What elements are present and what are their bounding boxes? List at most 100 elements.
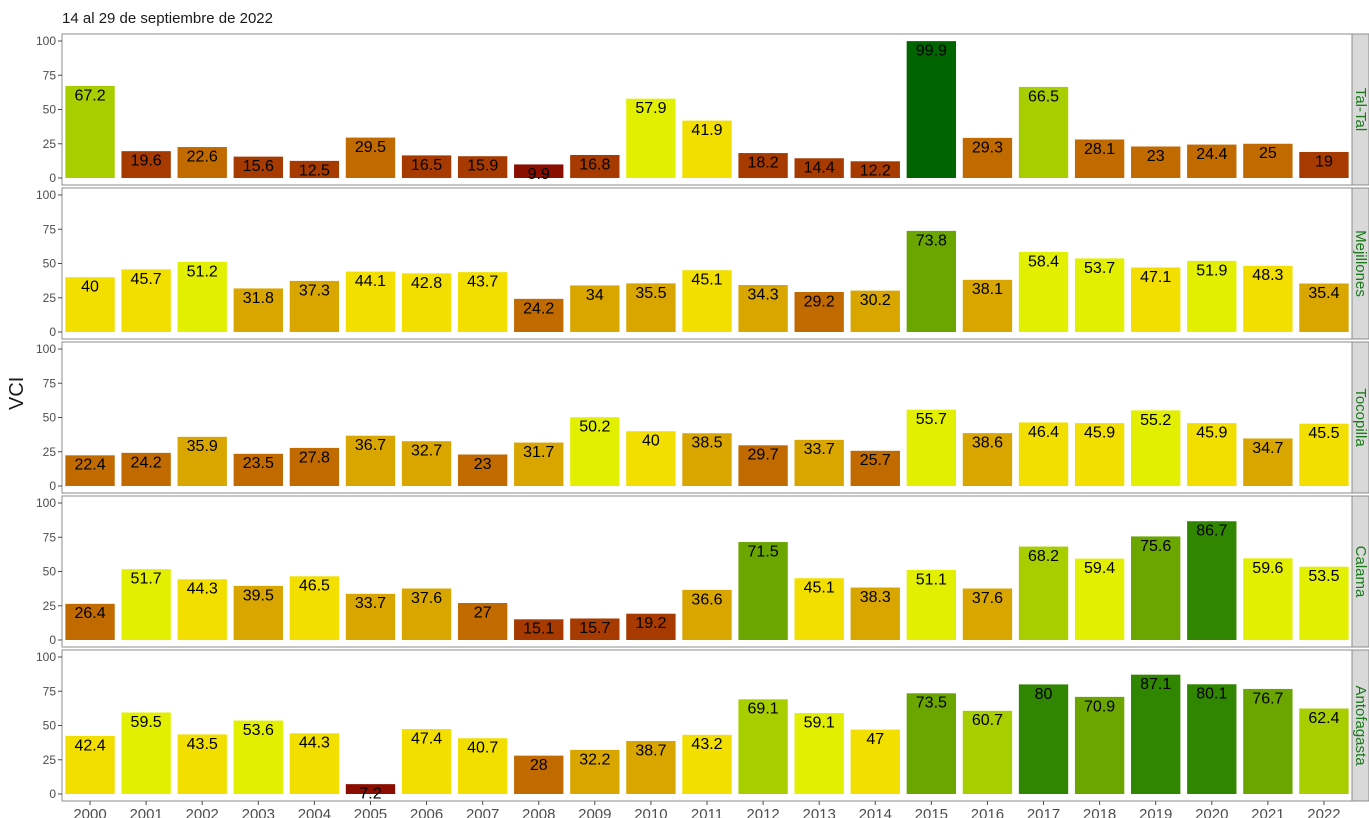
y-tick-label: 50	[43, 565, 57, 579]
y-tick-label: 0	[49, 787, 56, 801]
y-tick-label: 50	[43, 411, 57, 425]
bar-value-label: 35.9	[187, 438, 218, 455]
bar	[514, 298, 564, 332]
bar	[626, 613, 676, 640]
x-tick-label: 2009	[578, 806, 611, 818]
bar-value-label: 76.7	[1252, 690, 1283, 707]
bar-value-label: 31.8	[243, 290, 274, 307]
bar-value-label: 59.4	[1084, 560, 1115, 577]
bar	[1074, 558, 1125, 640]
bar-value-label: 59.6	[1252, 560, 1283, 577]
y-tick-label: 100	[36, 34, 56, 48]
bar	[1187, 144, 1237, 178]
bar	[962, 279, 1013, 332]
bar	[1299, 283, 1349, 332]
bar-value-label: 25	[1259, 145, 1277, 162]
y-tick-label: 100	[36, 496, 56, 510]
bar-value-label: 15.7	[579, 620, 610, 637]
bar	[570, 154, 620, 178]
bar	[1299, 566, 1349, 640]
bar	[514, 164, 564, 178]
x-tick-label: 2015	[915, 806, 948, 818]
bar	[65, 277, 115, 332]
x-tick-label: 2010	[634, 806, 667, 818]
x-tick-label: 2019	[1139, 806, 1172, 818]
bar-value-label: 26.4	[74, 605, 105, 622]
bar	[1074, 423, 1125, 486]
bar-value-label: 24.2	[523, 300, 554, 317]
bar-value-label: 86.7	[1196, 523, 1227, 540]
y-tick-label: 100	[36, 650, 56, 664]
bar-value-label: 25.7	[860, 452, 891, 469]
bar	[177, 436, 227, 486]
bar	[1018, 251, 1069, 332]
bar	[457, 272, 508, 332]
bar-value-label: 44.1	[355, 273, 386, 290]
bar-value-label: 40	[81, 279, 99, 296]
bar-value-label: 45.1	[804, 580, 835, 597]
bar	[1243, 688, 1293, 794]
bar-value-label: 47.4	[411, 730, 442, 747]
x-tick-label: 2020	[1195, 806, 1228, 818]
bar	[738, 699, 788, 794]
bar-value-label: 7.2	[359, 786, 381, 803]
y-tick-label: 50	[43, 257, 57, 271]
bar-value-label: 27.8	[299, 449, 330, 466]
facet-label: Calama	[1352, 546, 1369, 598]
bar	[121, 269, 171, 332]
bar	[401, 729, 452, 794]
facet-label: Tocopilla	[1352, 388, 1369, 447]
x-tick-label: 2003	[242, 806, 275, 818]
bar	[794, 439, 844, 486]
bar	[850, 290, 900, 332]
bar	[682, 120, 732, 178]
y-tick-label: 50	[43, 719, 57, 733]
bar	[65, 735, 115, 794]
bar	[514, 619, 564, 640]
bar	[233, 585, 283, 640]
bar	[626, 740, 676, 794]
bar	[514, 755, 564, 794]
bar-value-label: 44.3	[187, 581, 218, 598]
bar-value-label: 47	[866, 731, 884, 748]
bar	[906, 230, 957, 332]
bar-value-label: 35.4	[1308, 285, 1339, 302]
bar	[626, 98, 676, 178]
bar	[233, 453, 283, 486]
bar-value-label: 38.1	[972, 281, 1003, 298]
bar	[121, 452, 171, 486]
bar-value-label: 55.2	[1140, 412, 1171, 429]
x-tick-label: 2007	[466, 806, 499, 818]
bar-value-label: 62.4	[1308, 710, 1339, 727]
x-tick-label: 2000	[73, 806, 106, 818]
bar-value-label: 43.2	[691, 736, 722, 753]
bar-value-label: 30.2	[860, 292, 891, 309]
bar	[177, 579, 227, 640]
bar-value-label: 40	[642, 433, 660, 450]
bar-value-label: 55.7	[916, 411, 947, 428]
bar	[962, 137, 1013, 178]
bar	[1074, 258, 1125, 332]
bar-value-label: 70.9	[1084, 698, 1115, 715]
bar-value-label: 22.4	[74, 457, 105, 474]
bar-value-label: 46.4	[1028, 424, 1059, 441]
bar	[345, 137, 396, 178]
bar	[1131, 267, 1181, 332]
bar-value-label: 66.5	[1028, 88, 1059, 105]
bar	[177, 734, 227, 794]
x-tick-label: 2002	[186, 806, 219, 818]
bar	[1187, 260, 1237, 332]
bar	[457, 156, 508, 178]
y-tick-label: 100	[36, 342, 56, 356]
bar-value-label: 24.4	[1196, 146, 1227, 163]
x-tick-label: 2014	[859, 806, 892, 818]
facet-label: Antofagasta	[1352, 685, 1369, 766]
y-tick-label: 50	[43, 103, 57, 117]
bar-value-label: 19	[1315, 153, 1333, 170]
x-tick-label: 2016	[971, 806, 1004, 818]
bar-value-label: 33.7	[355, 595, 386, 612]
bar-value-label: 44.3	[299, 735, 330, 752]
bar	[1187, 684, 1237, 794]
x-tick-label: 2017	[1027, 806, 1060, 818]
